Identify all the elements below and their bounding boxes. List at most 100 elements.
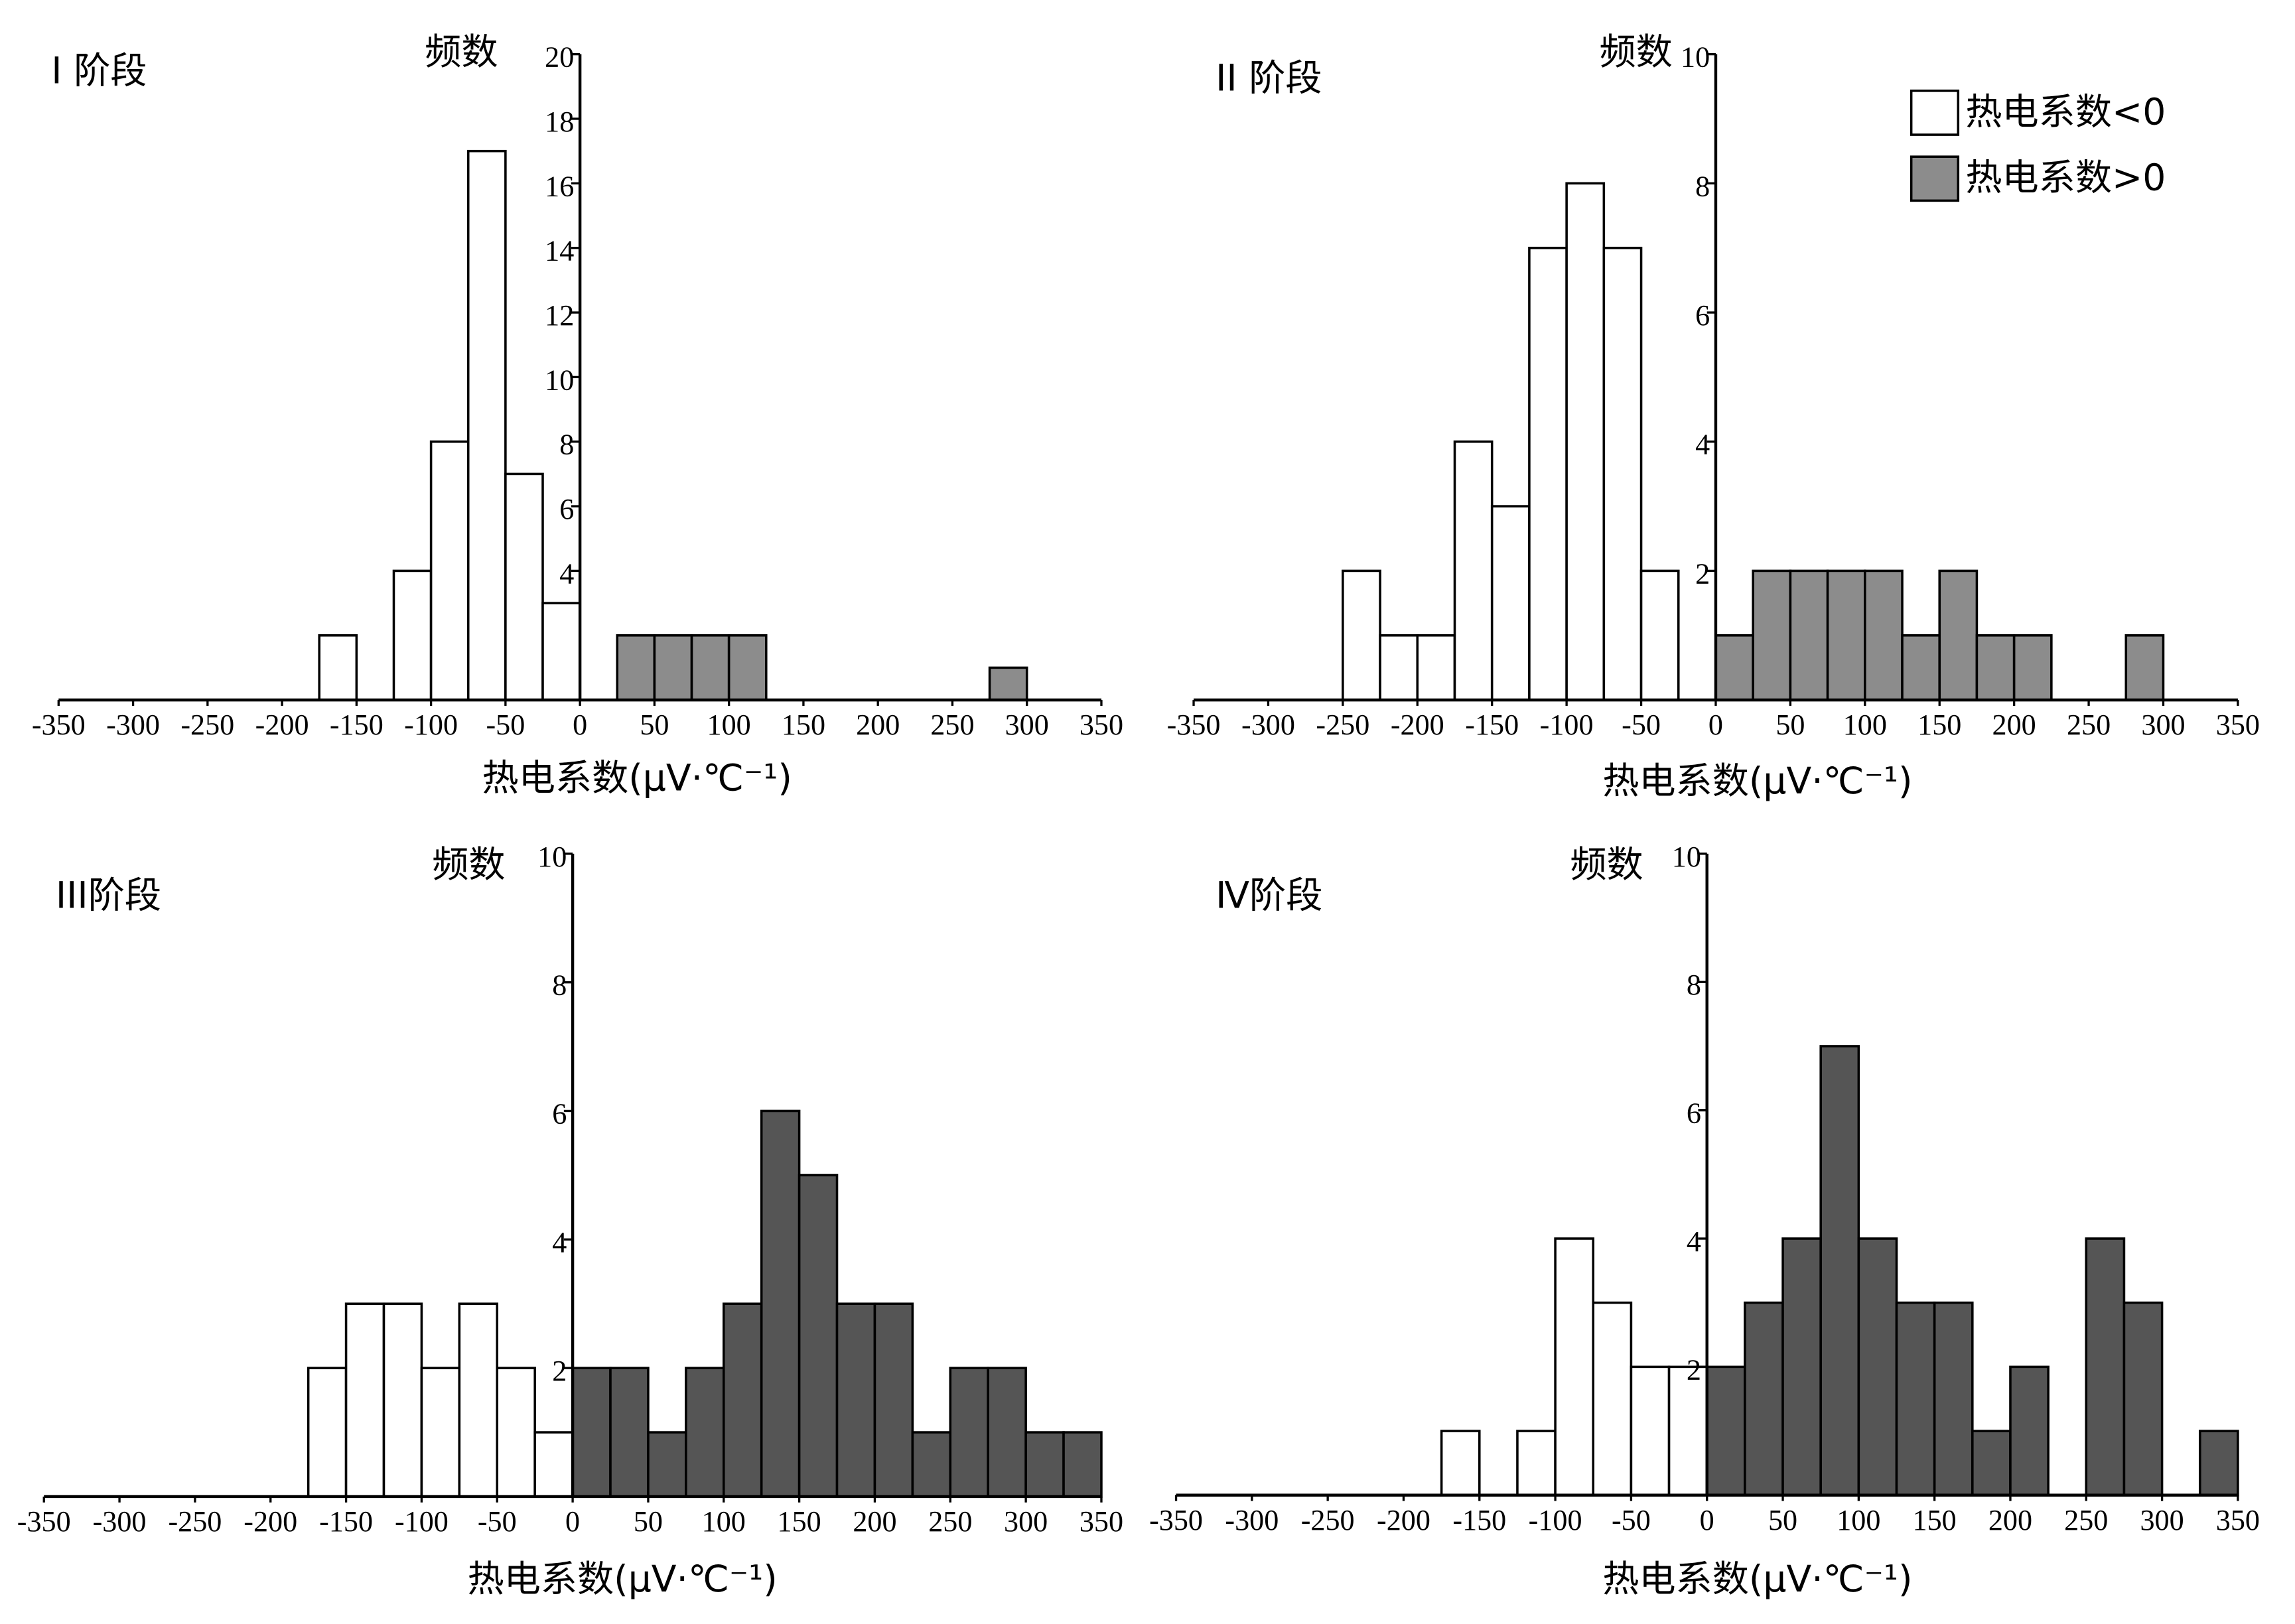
bar [1062, 1431, 1103, 1498]
x-tick-label: -300 [1225, 1504, 1279, 1536]
x-tick-label: -50 [486, 709, 525, 741]
bar [2085, 1237, 2126, 1497]
bar [949, 1367, 989, 1498]
bar [727, 634, 768, 701]
x-tick-label: -250 [1316, 709, 1369, 741]
bar [1379, 634, 1419, 701]
x-tick-label: 300 [2140, 1504, 2184, 1536]
x-tick-label: 50 [634, 1505, 663, 1538]
x-tick-label: 250 [930, 709, 974, 741]
panel-title: III阶段 [56, 874, 161, 917]
bar [382, 1302, 423, 1498]
x-axis-label: 热电系数(μV·℃⁻¹) [467, 1558, 777, 1601]
y-tick-label: 18 [545, 105, 574, 138]
x-tick-label: 300 [1005, 709, 1049, 741]
x-tick-label: -150 [319, 1505, 373, 1538]
bar [420, 1367, 461, 1498]
x-tick-label: 300 [2141, 709, 2185, 741]
x-tick-label: -150 [330, 709, 383, 741]
bar [1516, 1430, 1557, 1497]
x-tick-label: 200 [856, 709, 900, 741]
x-tick-label: 150 [1917, 709, 1961, 741]
x-tick-label: 350 [2216, 709, 2260, 741]
bar [392, 569, 433, 701]
bar [685, 1367, 725, 1498]
bar [873, 1302, 914, 1498]
x-tick-label: 50 [640, 709, 669, 741]
x-tick-label: 350 [2216, 1504, 2260, 1536]
x-tick-label: 100 [1837, 1504, 1880, 1536]
x-tick-label: 100 [702, 1505, 746, 1538]
panel-title: I 阶段 [51, 50, 147, 92]
bar [987, 1367, 1027, 1498]
bar [835, 1302, 876, 1498]
y-tick-label: 2 [1695, 557, 1710, 590]
bar [1565, 182, 1606, 701]
x-tick-label: -350 [1149, 1504, 1203, 1536]
legend-swatch [1910, 155, 1960, 202]
x-tick-label: -200 [1377, 1504, 1430, 1536]
bar [458, 1302, 499, 1498]
x-tick-label: -100 [395, 1505, 449, 1538]
bar [1781, 1237, 1822, 1497]
x-tick-label: -200 [1391, 709, 1444, 741]
y-axis-label: 频数 [1599, 31, 1672, 74]
x-tick-label: 300 [1004, 1505, 1048, 1538]
bar [466, 149, 507, 701]
x-tick-label: -100 [1540, 709, 1594, 741]
panel-title: Ⅳ阶段 [1216, 874, 1322, 917]
y-tick-label: 10 [537, 841, 567, 873]
y-tick-label: 16 [545, 170, 574, 202]
x-tick-label: 200 [1992, 709, 2036, 741]
bar [307, 1367, 348, 1498]
x-axis-label: 热电系数(μV·℃⁻¹) [1602, 1558, 1912, 1601]
x-tick-label: 250 [2067, 709, 2111, 741]
y-tick-label: 8 [1687, 969, 1701, 1001]
x-tick-label: -350 [32, 709, 86, 741]
bar [1857, 1237, 1898, 1497]
y-tick-label: 6 [559, 493, 574, 525]
x-tick-label: 100 [1843, 709, 1887, 741]
x-tick-label: -350 [17, 1505, 71, 1538]
x-tick-label: 200 [1988, 1504, 2032, 1536]
x-tick-label: -300 [1241, 709, 1295, 741]
y-axis-label: 频数 [425, 31, 498, 74]
bar [1592, 1301, 1633, 1497]
x-tick-label: 50 [1775, 709, 1805, 741]
y-axis-label: 频数 [1570, 844, 1643, 886]
bar [1714, 634, 1754, 701]
x-tick-label: 50 [1768, 1504, 1797, 1536]
bar [1938, 569, 1979, 701]
x-tick-label: 250 [928, 1505, 972, 1538]
x-tick-label: 200 [853, 1505, 896, 1538]
x-tick-label: 150 [782, 709, 825, 741]
y-tick-label: 20 [545, 41, 574, 74]
bar [2198, 1430, 2239, 1497]
x-tick-label: -100 [1529, 1504, 1582, 1536]
x-tick-label: 350 [1079, 709, 1123, 741]
x-tick-label: -50 [478, 1505, 517, 1538]
bar [988, 666, 1028, 701]
y-tick-label: 10 [1672, 841, 1701, 873]
y-tick-label: 4 [559, 557, 574, 590]
bar [647, 1431, 687, 1498]
bar [1630, 1365, 1671, 1497]
bar [723, 1302, 763, 1498]
x-tick-label: 250 [2064, 1504, 2108, 1536]
y-tick-label: 10 [1681, 41, 1710, 74]
bar [571, 1367, 612, 1498]
bar [2122, 1301, 2164, 1497]
bar [318, 634, 358, 701]
bar [1024, 1431, 1065, 1498]
x-axis-label: 热电系数(μV·℃⁻¹) [482, 758, 792, 800]
x-tick-label: 150 [778, 1505, 821, 1538]
x-tick-label: 0 [565, 1505, 580, 1538]
y-tick-label: 6 [1687, 1097, 1701, 1130]
x-tick-label: -100 [404, 709, 458, 741]
legend-label: 热电系数<0 [1965, 91, 2166, 133]
bar [1826, 569, 1866, 701]
bar [798, 1174, 839, 1498]
y-tick-label: 2 [1687, 1353, 1701, 1386]
bar [1901, 634, 1941, 701]
